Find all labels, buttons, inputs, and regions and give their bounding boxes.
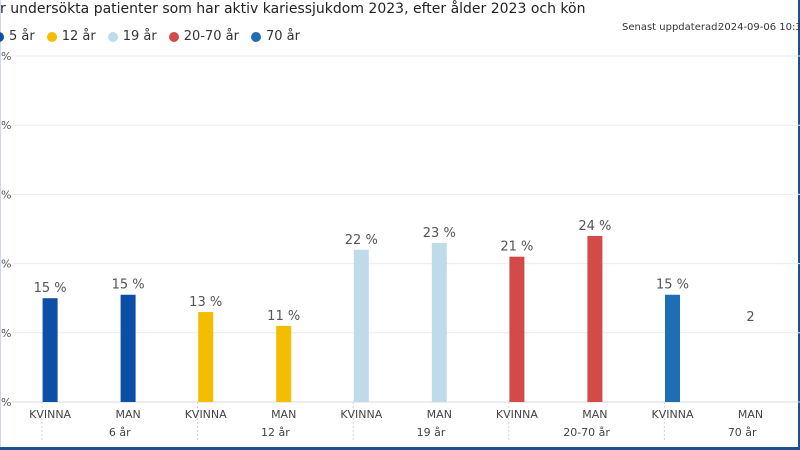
legend-dot-12 xyxy=(46,31,57,42)
x-sub-label: MAN xyxy=(582,408,607,421)
x-group-label: 70 år xyxy=(728,426,757,439)
data-label: 15 % xyxy=(656,278,689,293)
legend-item-70[interactable]: 70 år xyxy=(250,29,300,44)
x-sub-label: MAN xyxy=(271,408,296,421)
bar xyxy=(509,256,525,402)
x-group-label: 6 år xyxy=(109,426,131,439)
legend-item-19[interactable]: 19 år xyxy=(107,29,157,44)
legend-label-5: 5 år xyxy=(9,29,35,44)
left-border xyxy=(0,0,1,447)
data-label: 15 % xyxy=(34,281,67,296)
x-sub-label: KVINNA xyxy=(652,408,694,421)
y-tick-label: % xyxy=(1,327,11,340)
last-updated-value: 2024-09-06 10:30 xyxy=(718,22,800,33)
bar xyxy=(276,325,292,402)
bar xyxy=(120,294,136,402)
data-label: 15 % xyxy=(112,278,145,293)
x-group-label: 12 år xyxy=(261,426,290,439)
y-tick-label: % xyxy=(1,50,11,63)
data-label: 13 % xyxy=(189,295,222,310)
last-updated: Senast uppdaterad: 2024-09-06 10:30 xyxy=(622,22,800,33)
x-sub-label: KVINNA xyxy=(185,408,227,421)
legend-label-20-70: 20-70 år xyxy=(183,29,239,44)
data-label: 23 % xyxy=(423,226,456,241)
bar xyxy=(431,242,447,402)
bar xyxy=(198,312,214,402)
x-sub-label: MAN xyxy=(115,408,140,421)
x-sub-label: KVINNA xyxy=(340,408,382,421)
legend-label-70: 70 år xyxy=(265,29,300,44)
x-group-label: 19 år xyxy=(417,426,446,439)
legend-label-12: 12 år xyxy=(61,29,96,44)
x-sub-label: MAN xyxy=(738,408,763,421)
data-label: 22 % xyxy=(345,233,378,248)
bar xyxy=(353,249,369,402)
x-group-label: 20-70 år xyxy=(563,426,610,439)
x-sub-label: KVINNA xyxy=(29,408,71,421)
data-label: 21 % xyxy=(500,240,533,255)
x-sub-label: MAN xyxy=(427,408,452,421)
legend-item-20-70[interactable]: 20-70 år xyxy=(168,29,239,44)
y-tick-label: % xyxy=(1,258,11,271)
y-tick-label: % xyxy=(1,119,11,132)
bar xyxy=(587,235,603,402)
legend-item-5[interactable]: 5 år xyxy=(0,29,35,44)
chart-title: r undersökta patienter som har aktiv kar… xyxy=(0,1,586,17)
data-label: 2 xyxy=(746,310,754,325)
bar xyxy=(665,294,680,402)
data-label: 24 % xyxy=(578,219,611,234)
legend-dot-20-70 xyxy=(168,31,179,42)
last-updated-label: Senast uppdaterad: xyxy=(622,22,721,33)
legend: 5 år 12 år 19 år 20-70 år 70 år xyxy=(0,29,300,44)
right-border xyxy=(798,0,800,447)
legend-dot-70 xyxy=(250,31,261,42)
bar xyxy=(42,298,58,402)
legend-label-19: 19 år xyxy=(122,29,157,44)
legend-dot-19 xyxy=(107,31,118,42)
y-tick-label: % xyxy=(1,188,11,201)
data-label: 11 % xyxy=(267,309,300,324)
legend-item-12[interactable]: 12 år xyxy=(46,29,96,44)
y-tick-label: % xyxy=(1,396,11,409)
x-sub-label: KVINNA xyxy=(496,408,538,421)
legend-dot-5 xyxy=(0,31,4,42)
